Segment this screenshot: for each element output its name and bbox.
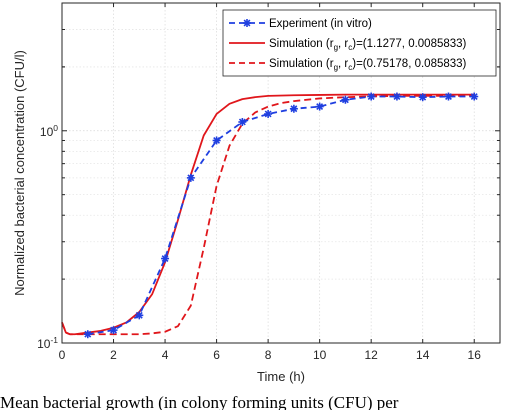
data-point-marker xyxy=(161,254,170,263)
y-axis-label: Normalized bacterial concentration (CFU/… xyxy=(12,50,27,296)
legend: Experiment (in vitro) Simulation (rg, rc)… xyxy=(222,9,497,77)
x-tick-label: 12 xyxy=(364,348,378,362)
data-point-marker xyxy=(212,136,221,145)
data-point-marker xyxy=(392,92,401,101)
data-point-marker xyxy=(470,92,479,101)
legend-label-1: Simulation (rg, rc)=(1.1277, 0.0085833) xyxy=(269,38,467,52)
data-point-marker xyxy=(289,104,298,113)
data-point-marker xyxy=(186,173,195,182)
data-point-marker xyxy=(83,330,92,339)
data-point-marker xyxy=(109,326,118,335)
x-tick-label: 8 xyxy=(265,348,272,362)
chart: 0 2 4 6 8 10 12 14 16 10-1 100 Time (h) Normalized… xyxy=(12,2,501,384)
y-tick-label: 10-1 xyxy=(37,335,58,351)
data-point-marker xyxy=(341,95,350,104)
data-point-marker xyxy=(264,109,273,118)
legend-box xyxy=(222,9,497,77)
legend-label-0: Experiment (in vitro) xyxy=(269,18,372,30)
data-point-marker xyxy=(315,102,324,111)
x-tick-label: 16 xyxy=(468,348,482,362)
figure-caption: Mean bacterial growth (in colony forming… xyxy=(0,394,399,410)
x-axis-label: Time (h) xyxy=(257,369,305,384)
series-line-0 xyxy=(87,95,475,336)
x-tick-label: 6 xyxy=(213,348,220,362)
y-tick-label: 100 xyxy=(40,123,58,139)
series-line-1 xyxy=(61,93,475,336)
axes-layer: 0 2 4 6 8 10 12 14 16 10-1 100 xyxy=(37,2,500,362)
x-tick-label: 0 xyxy=(59,348,66,362)
x-tick-label: 14 xyxy=(416,348,430,362)
series-layer xyxy=(61,92,479,339)
data-point-marker xyxy=(238,117,247,126)
x-tick-label: 2 xyxy=(110,348,117,362)
data-point-marker xyxy=(444,92,453,101)
legend-marker xyxy=(243,19,251,27)
data-point-marker xyxy=(367,92,376,101)
data-point-marker xyxy=(135,311,144,320)
plot-frame xyxy=(61,2,501,344)
x-tick-label: 10 xyxy=(313,348,327,362)
data-point-marker xyxy=(418,93,427,102)
x-tick-label: 4 xyxy=(162,348,169,362)
legend-label-2: Simulation (rg, rc)=(0.75178, 0.085833) xyxy=(269,58,467,72)
